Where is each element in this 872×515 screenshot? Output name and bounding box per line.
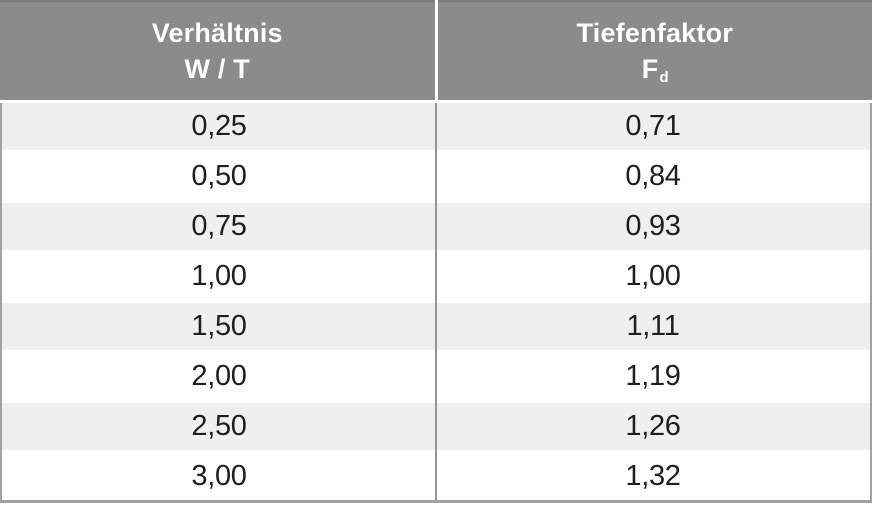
symbol-subscript: d bbox=[659, 69, 669, 86]
cell-ratio: 3,00 bbox=[2, 453, 436, 500]
table-row: 0,25 0,71 bbox=[2, 103, 870, 150]
depth-factor-table: Verhältnis W / T Tiefenfaktor Fd 0,25 0,7… bbox=[0, 0, 872, 503]
header-cell-ratio: Verhältnis W / T bbox=[0, 0, 435, 100]
header-cell-depth-factor: Tiefenfaktor Fd bbox=[437, 0, 872, 100]
cell-ratio: 0,75 bbox=[2, 203, 436, 250]
table-header-row: Verhältnis W / T Tiefenfaktor Fd bbox=[0, 0, 872, 100]
cell-depth-factor: 1,26 bbox=[436, 403, 870, 450]
column-divider bbox=[435, 103, 437, 500]
cell-ratio: 2,50 bbox=[2, 403, 436, 450]
table-row: 1,00 1,00 bbox=[2, 253, 870, 300]
header-ratio-symbol: W / T bbox=[184, 54, 250, 84]
cell-ratio: 2,00 bbox=[2, 353, 436, 400]
cell-ratio: 0,25 bbox=[2, 103, 436, 150]
table-row: 3,00 1,32 bbox=[2, 453, 870, 500]
cell-depth-factor: 0,93 bbox=[436, 203, 870, 250]
cell-depth-factor: 1,32 bbox=[436, 453, 870, 500]
cell-ratio: 1,50 bbox=[2, 303, 436, 350]
cell-depth-factor: 1,00 bbox=[436, 253, 870, 300]
header-ratio-title: Verhältnis bbox=[151, 18, 283, 48]
table-row: 0,75 0,93 bbox=[2, 203, 870, 250]
table-row: 1,50 1,11 bbox=[2, 303, 870, 350]
cell-depth-factor: 1,11 bbox=[436, 303, 870, 350]
table-row: 2,00 1,19 bbox=[2, 353, 870, 400]
cell-ratio: 1,00 bbox=[2, 253, 436, 300]
table-body: 0,25 0,71 0,50 0,84 0,75 0,93 1,00 1,00 1,50 1,11… bbox=[0, 103, 872, 503]
cell-depth-factor: 0,71 bbox=[436, 103, 870, 150]
symbol-base: F bbox=[641, 54, 659, 84]
cell-depth-factor: 1,19 bbox=[436, 353, 870, 400]
table-row: 0,50 0,84 bbox=[2, 153, 870, 200]
header-depth-factor-symbol: Fd bbox=[641, 51, 669, 87]
cell-ratio: 0,50 bbox=[2, 153, 436, 200]
table-row: 2,50 1,26 bbox=[2, 403, 870, 450]
header-depth-factor-title: Tiefenfaktor bbox=[576, 18, 733, 48]
cell-depth-factor: 0,84 bbox=[436, 153, 870, 200]
